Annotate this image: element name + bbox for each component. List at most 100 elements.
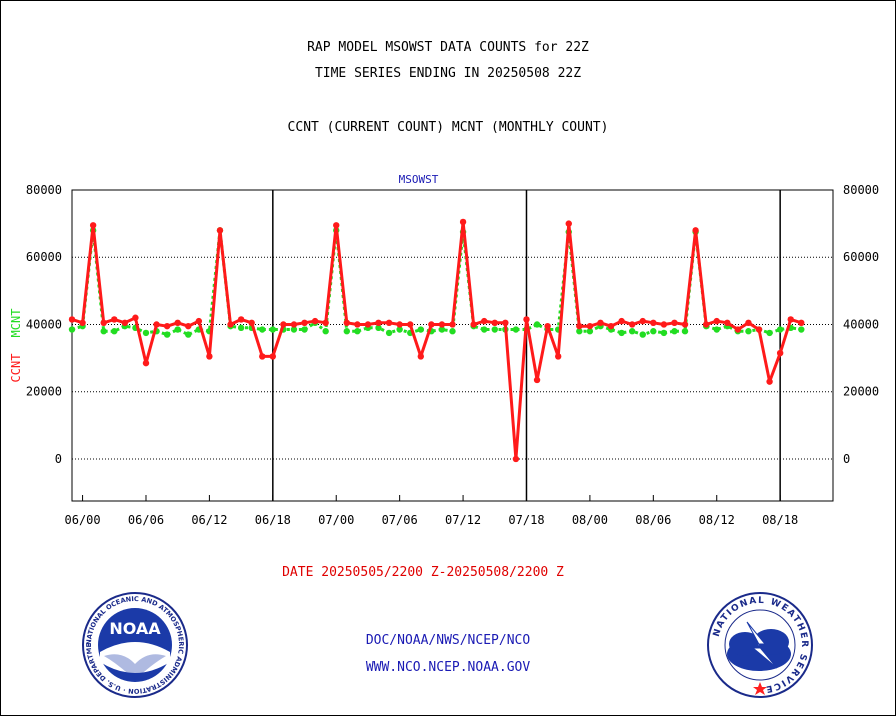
data-point-ccnt — [280, 321, 287, 328]
data-point-ccnt — [502, 319, 509, 327]
data-point-mcnt — [628, 328, 636, 335]
data-point-mcnt — [776, 326, 784, 333]
x-tick-label: 06/00 — [65, 513, 101, 527]
data-point-ccnt — [89, 222, 97, 229]
data-point-ccnt — [269, 353, 277, 360]
date-range-label: DATE 20250505/2200 Z-20250508/2200 Z — [282, 565, 564, 580]
x-tick-label: 07/18 — [508, 513, 544, 527]
x-tick-label: 08/18 — [762, 513, 798, 527]
data-point-mcnt — [417, 326, 424, 333]
data-point-ccnt — [396, 321, 403, 328]
data-point-mcnt — [713, 326, 720, 333]
data-point-ccnt — [607, 322, 615, 330]
data-point-ccnt — [660, 321, 668, 328]
data-point-ccnt — [259, 353, 266, 360]
website-label: WWW.NCO.NCEP.NOAA.GOV — [365, 660, 531, 675]
data-point-ccnt — [798, 319, 805, 327]
data-point-mcnt — [163, 331, 171, 338]
data-point-mcnt — [290, 326, 298, 333]
data-point-mcnt — [650, 328, 657, 335]
data-point-ccnt — [68, 316, 76, 323]
data-point-ccnt — [290, 321, 298, 328]
data-point-ccnt — [216, 227, 224, 234]
data-point-ccnt — [428, 321, 435, 328]
data-point-ccnt — [132, 314, 139, 321]
x-tick-label: 06/06 — [128, 513, 164, 527]
data-point-mcnt — [396, 326, 403, 333]
data-point-ccnt — [776, 349, 784, 357]
y-tick-label-left: 0 — [55, 452, 62, 466]
data-point-mcnt — [671, 328, 678, 335]
data-point-ccnt — [459, 218, 467, 226]
data-point-ccnt — [512, 455, 520, 463]
x-tick-label: 08/00 — [572, 513, 608, 527]
series-line-mcnt — [71, 228, 802, 337]
data-point-mcnt — [68, 326, 76, 333]
data-point-ccnt — [79, 319, 86, 327]
data-point-ccnt — [354, 321, 361, 328]
data-point-ccnt — [481, 317, 488, 325]
data-point-mcnt — [185, 331, 192, 338]
data-point-ccnt — [142, 359, 150, 367]
data-point-ccnt — [470, 321, 477, 328]
data-point-mcnt — [660, 329, 668, 337]
data-point-ccnt — [713, 317, 720, 325]
data-point-ccnt — [491, 319, 498, 327]
data-point-ccnt — [343, 319, 351, 327]
y-tick-label-left: 80000 — [26, 183, 62, 197]
data-point-ccnt — [639, 317, 646, 325]
data-point-ccnt — [628, 321, 636, 328]
data-point-ccnt — [385, 319, 393, 327]
data-point-ccnt — [734, 326, 742, 333]
y-tick-label-left: 40000 — [26, 317, 62, 331]
y-axis-label-mcnt: MCNT — [9, 309, 23, 338]
data-point-mcnt — [586, 328, 594, 335]
y-tick-label-right: 40000 — [843, 317, 879, 331]
data-point-mcnt — [100, 328, 107, 335]
data-point-mcnt — [343, 328, 351, 335]
nws-logo: NATIONAL WEATHER SERVICE — [707, 592, 813, 698]
data-point-mcnt — [481, 326, 488, 333]
data-point-ccnt — [766, 378, 773, 385]
data-point-mcnt — [237, 324, 245, 332]
x-tick-label: 06/18 — [255, 513, 291, 527]
plot-area — [71, 189, 834, 502]
data-point-ccnt — [681, 321, 689, 328]
data-point-mcnt — [142, 329, 150, 337]
data-point-ccnt — [311, 317, 319, 325]
y-tick-label-left: 60000 — [26, 250, 62, 264]
data-point-ccnt — [153, 321, 160, 328]
data-point-ccnt — [322, 319, 329, 327]
data-point-mcnt — [111, 328, 118, 335]
data-point-ccnt — [586, 322, 594, 330]
data-point-ccnt — [745, 319, 752, 327]
data-point-ccnt — [248, 319, 255, 327]
data-point-ccnt — [692, 227, 699, 234]
data-point-mcnt — [745, 328, 752, 335]
data-point-ccnt — [121, 319, 129, 327]
data-point-mcnt — [385, 329, 393, 337]
y-tick-label-right: 80000 — [843, 183, 879, 197]
data-point-ccnt — [185, 322, 192, 330]
data-point-mcnt — [491, 326, 498, 333]
x-tick-label: 07/06 — [382, 513, 418, 527]
data-point-ccnt — [206, 353, 213, 360]
chart-title-line1: RAP MODEL MSOWST DATA COUNTS for 22Z — [307, 40, 589, 55]
data-point-mcnt — [322, 328, 329, 335]
data-point-ccnt — [650, 319, 657, 327]
data-point-ccnt — [787, 316, 794, 323]
data-point-ccnt — [618, 317, 625, 325]
y-tick-label-left: 20000 — [26, 385, 62, 399]
data-point-ccnt — [301, 319, 308, 327]
data-point-ccnt — [544, 322, 551, 330]
data-point-ccnt — [438, 321, 446, 328]
data-point-mcnt — [576, 328, 583, 335]
data-point-mcnt — [301, 326, 308, 333]
data-point-mcnt — [512, 326, 520, 333]
data-point-ccnt — [554, 353, 562, 360]
data-point-ccnt — [174, 319, 181, 327]
x-tick-label: 08/06 — [635, 513, 671, 527]
noaa-logo-text: NOAA — [109, 619, 161, 638]
x-tick-label: 08/12 — [699, 513, 735, 527]
